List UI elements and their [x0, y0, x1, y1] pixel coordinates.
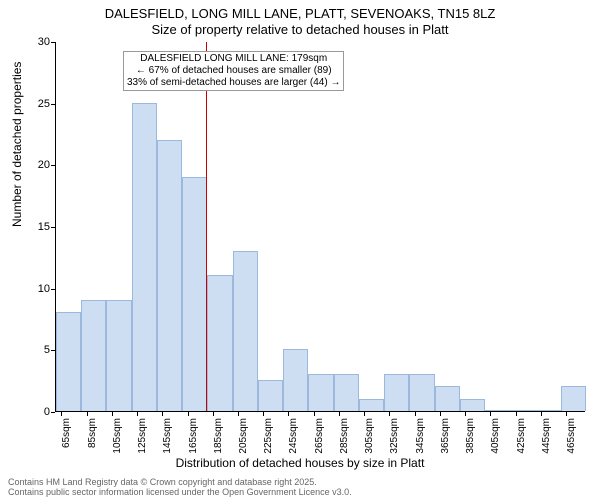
histogram-bar: [182, 177, 207, 411]
histogram-bar: [106, 300, 131, 411]
y-tick-mark: [51, 42, 55, 43]
histogram-bar: [283, 349, 308, 411]
histogram-bar: [308, 374, 333, 411]
x-tick-label: 405sqm: [490, 418, 501, 458]
x-tick-label: 465sqm: [566, 418, 577, 458]
annotation-line: 33% of semi-detached houses are larger (…: [127, 77, 340, 89]
x-tick-mark: [541, 412, 542, 416]
y-tick-mark: [51, 165, 55, 166]
histogram-bar: [56, 312, 81, 411]
y-tick-label: 5: [10, 344, 50, 356]
histogram-bar: [435, 386, 460, 411]
x-tick-label: 265sqm: [314, 418, 325, 458]
x-tick-label: 145sqm: [162, 418, 173, 458]
y-tick-mark: [51, 227, 55, 228]
x-tick-label: 425sqm: [516, 418, 527, 458]
x-tick-mark: [238, 412, 239, 416]
histogram-bar: [157, 140, 182, 411]
y-tick-label: 15: [10, 221, 50, 233]
x-tick-mark: [61, 412, 62, 416]
x-tick-mark: [440, 412, 441, 416]
histogram-bar: [510, 410, 535, 411]
x-tick-label: 105sqm: [112, 418, 123, 458]
x-tick-label: 445sqm: [541, 418, 552, 458]
x-tick-label: 345sqm: [415, 418, 426, 458]
chart-title-sub: Size of property relative to detached ho…: [0, 22, 600, 37]
x-tick-label: 385sqm: [465, 418, 476, 458]
footer-line-2: Contains public sector information licen…: [8, 488, 592, 498]
x-tick-mark: [566, 412, 567, 416]
x-tick-label: 185sqm: [213, 418, 224, 458]
x-tick-label: 205sqm: [238, 418, 249, 458]
x-tick-label: 85sqm: [87, 418, 98, 458]
x-tick-label: 125sqm: [137, 418, 148, 458]
histogram-bar: [207, 275, 232, 411]
y-tick-label: 25: [10, 98, 50, 110]
histogram-bar: [384, 374, 409, 411]
x-tick-mark: [490, 412, 491, 416]
y-tick-mark: [51, 412, 55, 413]
x-tick-mark: [112, 412, 113, 416]
histogram-bar: [81, 300, 106, 411]
histogram-bar: [460, 399, 485, 411]
annotation-box: DALESFIELD LONG MILL LANE: 179sqm← 67% o…: [123, 51, 344, 91]
x-tick-mark: [339, 412, 340, 416]
x-tick-mark: [162, 412, 163, 416]
x-tick-label: 165sqm: [188, 418, 199, 458]
plot-area: [55, 42, 585, 412]
x-tick-mark: [389, 412, 390, 416]
histogram-bar: [258, 380, 283, 411]
x-tick-label: 245sqm: [288, 418, 299, 458]
x-tick-mark: [213, 412, 214, 416]
x-axis-label: Distribution of detached houses by size …: [0, 456, 600, 470]
x-tick-mark: [263, 412, 264, 416]
y-axis-label: Number of detached properties: [10, 62, 24, 227]
x-tick-mark: [288, 412, 289, 416]
annotation-line: ← 67% of detached houses are smaller (89…: [127, 65, 340, 77]
y-tick-mark: [51, 350, 55, 351]
x-tick-label: 65sqm: [61, 418, 72, 458]
histogram-bar: [409, 374, 434, 411]
histogram-bar: [536, 410, 561, 411]
chart-title-main: DALESFIELD, LONG MILL LANE, PLATT, SEVEN…: [0, 6, 600, 21]
x-tick-mark: [314, 412, 315, 416]
histogram-bar: [561, 386, 586, 411]
x-tick-mark: [465, 412, 466, 416]
y-tick-label: 20: [10, 159, 50, 171]
x-tick-mark: [516, 412, 517, 416]
chart-footer: Contains HM Land Registry data © Crown c…: [8, 478, 592, 498]
histogram-bar: [132, 103, 157, 411]
x-tick-mark: [415, 412, 416, 416]
annotation-line: DALESFIELD LONG MILL LANE: 179sqm: [127, 53, 340, 65]
histogram-bar: [485, 410, 510, 411]
y-tick-label: 30: [10, 36, 50, 48]
y-tick-mark: [51, 289, 55, 290]
histogram-bar: [334, 374, 359, 411]
y-tick-label: 0: [10, 406, 50, 418]
x-tick-label: 305sqm: [364, 418, 375, 458]
histogram-bar: [359, 399, 384, 411]
x-tick-mark: [87, 412, 88, 416]
x-tick-label: 285sqm: [339, 418, 350, 458]
chart-container: { "chart": { "type": "histogram", "title…: [0, 0, 600, 500]
x-tick-mark: [137, 412, 138, 416]
x-tick-mark: [364, 412, 365, 416]
x-tick-mark: [188, 412, 189, 416]
x-tick-label: 365sqm: [440, 418, 451, 458]
histogram-bar: [233, 251, 258, 411]
x-tick-label: 325sqm: [389, 418, 400, 458]
reference-line: [206, 42, 207, 411]
y-tick-mark: [51, 104, 55, 105]
y-tick-label: 10: [10, 283, 50, 295]
x-tick-label: 225sqm: [263, 418, 274, 458]
